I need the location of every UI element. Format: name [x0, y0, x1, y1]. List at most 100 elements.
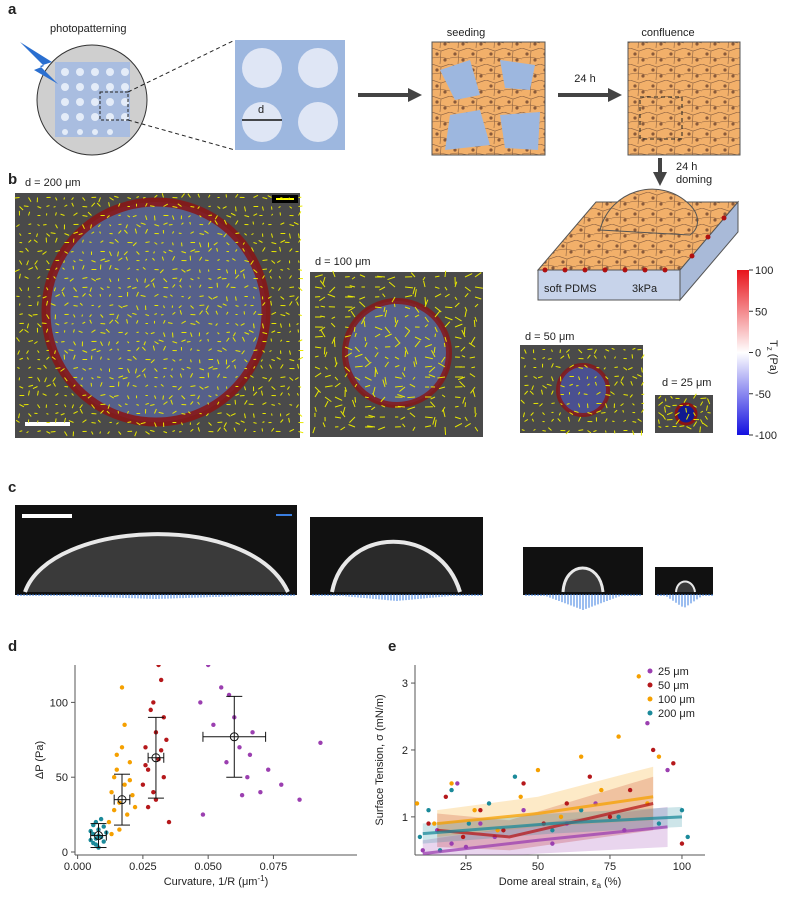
traction-vector [363, 320, 366, 328]
data-point [101, 839, 106, 844]
traction-vector [594, 376, 597, 379]
traction-vector [559, 349, 561, 354]
mean-point [151, 753, 161, 763]
traction-vector [333, 338, 336, 348]
traction-vector [136, 224, 141, 228]
traction-vector [28, 413, 32, 417]
data-point [426, 821, 431, 826]
traction-vector [251, 233, 254, 236]
arrow-label: 24 h [574, 73, 595, 85]
traction-vector [351, 276, 356, 280]
traction-vector [109, 377, 114, 380]
traction-vector [163, 431, 168, 434]
traction-vector [699, 426, 701, 433]
traction-vector [296, 393, 299, 396]
traction-vector [377, 275, 386, 278]
traction-vector [551, 418, 555, 422]
traction-vector [16, 224, 20, 228]
traction-vector [587, 430, 592, 434]
traction-vector [189, 285, 191, 288]
traction-vector [217, 258, 220, 261]
traction-vector [208, 296, 213, 300]
traction-vector [334, 356, 337, 365]
traction-vector [159, 269, 164, 274]
data-point [415, 801, 420, 806]
traction-vector [235, 296, 237, 301]
traction-vector [172, 256, 176, 261]
data-point [122, 782, 127, 787]
traction-vector [55, 393, 59, 396]
traction-vector [268, 269, 272, 273]
zoom-lines [127, 39, 236, 151]
traction-vector [64, 302, 69, 306]
traction-vector [394, 385, 403, 388]
traction-vector [364, 356, 370, 363]
traction-vector [109, 197, 114, 201]
traction-vector [126, 319, 128, 324]
traction-vector [380, 396, 386, 403]
traction-vector [260, 285, 263, 288]
traction-vector [224, 219, 227, 225]
data-point [98, 816, 104, 822]
traction-vector [96, 376, 101, 378]
axis-label: -1 [257, 874, 265, 883]
vectors [14, 193, 713, 610]
traction-vector [100, 382, 103, 387]
traction-vector [114, 319, 119, 324]
traction-vector [658, 426, 662, 428]
traction-vector [154, 313, 158, 315]
traction-vector [125, 224, 128, 229]
traction-vector [109, 395, 114, 399]
traction-vector [349, 285, 356, 288]
traction-vector [271, 311, 277, 315]
traction-vector [353, 326, 356, 332]
traction-vector [197, 206, 200, 210]
traction-vector [364, 396, 369, 399]
traction-vector [474, 296, 482, 300]
axis-label: ΔP (Pa) [34, 741, 46, 779]
traction-vector [73, 367, 79, 369]
traction-vector [158, 411, 164, 414]
traction-vector [181, 368, 185, 371]
traction-vector [551, 349, 553, 352]
dome-schematic [536, 188, 740, 302]
legend-label: 50 μm [658, 680, 689, 692]
traction-vector [271, 287, 275, 289]
traction-vector [163, 203, 169, 207]
traction-vector [399, 386, 406, 393]
traction-vector [118, 375, 124, 378]
traction-vector [132, 215, 137, 218]
fit-line [422, 825, 668, 855]
traction-vector [141, 346, 146, 351]
traction-vector [314, 286, 323, 289]
traction-vector [587, 383, 590, 386]
traction-vector [565, 430, 570, 435]
traction-vector [601, 412, 606, 414]
traction-vector [55, 412, 59, 414]
traction-vector [583, 393, 588, 395]
traction-vector [464, 286, 471, 292]
traction-vector [244, 359, 248, 363]
traction-vector [244, 400, 248, 405]
traction-vector [547, 358, 552, 360]
traction-vector [344, 346, 353, 351]
traction-vector [96, 202, 101, 207]
traction-vector [324, 366, 328, 370]
traction-vector [55, 293, 60, 297]
traction-vector [205, 310, 209, 315]
traction-vector [610, 391, 615, 395]
traction-vector [123, 229, 128, 234]
substrate-label: soft PDMS [544, 283, 597, 295]
traction-vector [253, 194, 259, 198]
traction-vector [474, 286, 483, 289]
data-point [148, 707, 153, 713]
colorbar-title: T [767, 340, 779, 347]
traction-vector [374, 306, 382, 309]
data-point [449, 841, 454, 846]
traction-vector [244, 233, 247, 236]
traction-vector [37, 377, 41, 382]
axis-label: ) [265, 876, 269, 888]
traction-vector [37, 420, 39, 423]
traction-vector [55, 197, 58, 201]
traction-vector [622, 410, 624, 413]
